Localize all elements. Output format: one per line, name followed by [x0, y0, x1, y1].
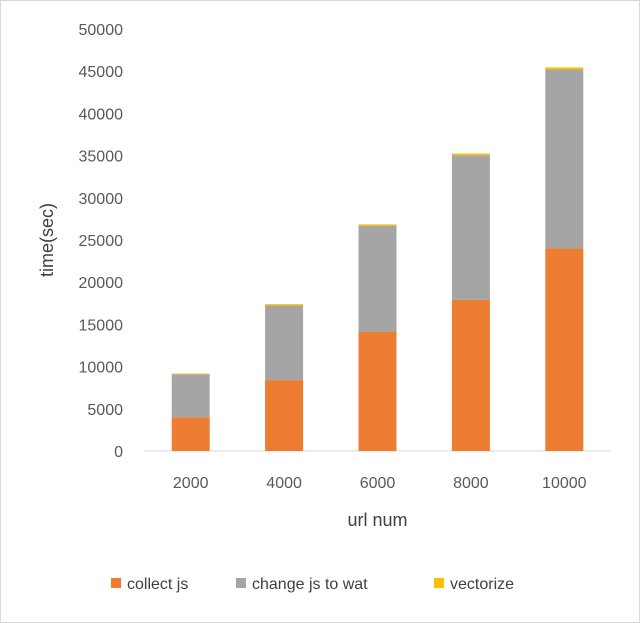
bar-segment-change-js-to-wat-8000	[451, 155, 490, 300]
bar-segment-vectorize-10000	[545, 67, 584, 70]
x-axis-ticks: 2000 4000 6000 8000 10000	[173, 475, 587, 492]
bar-segment-vectorize-8000	[451, 153, 490, 156]
bar-segment-change-js-to-wat-10000	[545, 69, 584, 249]
y-tick-label: 25000	[79, 233, 124, 250]
x-tick-label: 2000	[173, 475, 209, 492]
x-tick-label: 6000	[360, 475, 396, 492]
y-axis-title: time(sec)	[37, 203, 57, 277]
bar-segment-vectorize-6000	[358, 224, 397, 226]
bar-segment-collect-js-10000	[545, 248, 584, 451]
bar-segment-vectorize-2000	[171, 373, 210, 375]
bar-segment-change-js-to-wat-4000	[265, 305, 304, 381]
legend-label: vectorize	[450, 576, 514, 593]
y-tick-label: 15000	[79, 317, 124, 334]
bar-segment-change-js-to-wat-6000	[358, 225, 397, 332]
bar-segment-collect-js-8000	[451, 299, 490, 451]
x-tick-label: 10000	[542, 475, 587, 492]
bar-segment-collect-js-2000	[171, 417, 210, 451]
y-tick-label: 10000	[79, 360, 124, 377]
legend-label: change js to wat	[252, 576, 368, 593]
legend-swatch	[111, 578, 121, 588]
y-tick-label: 20000	[79, 275, 124, 292]
y-tick-label: 5000	[87, 402, 123, 419]
y-tick-label: 50000	[79, 22, 124, 39]
y-tick-label: 45000	[79, 64, 124, 81]
legend-swatch	[236, 578, 246, 588]
x-tick-label: 8000	[453, 475, 489, 492]
y-tick-label: 0	[114, 444, 123, 461]
y-tick-label: 35000	[79, 149, 124, 166]
bar-segment-collect-js-6000	[358, 331, 397, 451]
legend: collect js change js to wat vectorize	[111, 576, 514, 593]
y-tick-label: 40000	[79, 106, 124, 123]
legend-label: collect js	[127, 576, 188, 593]
y-axis-ticks: 0 5000 10000 15000 20000 25000 30000 35000 40000…	[79, 22, 124, 461]
bar-segment-vectorize-4000	[265, 304, 304, 306]
legend-swatch	[434, 578, 444, 588]
x-axis-title: url num	[347, 510, 407, 530]
bar-segment-change-js-to-wat-2000	[171, 374, 210, 418]
x-tick-label: 4000	[266, 475, 302, 492]
y-tick-label: 30000	[79, 191, 124, 208]
bar-segment-collect-js-4000	[265, 380, 304, 451]
bars-group	[171, 67, 584, 451]
